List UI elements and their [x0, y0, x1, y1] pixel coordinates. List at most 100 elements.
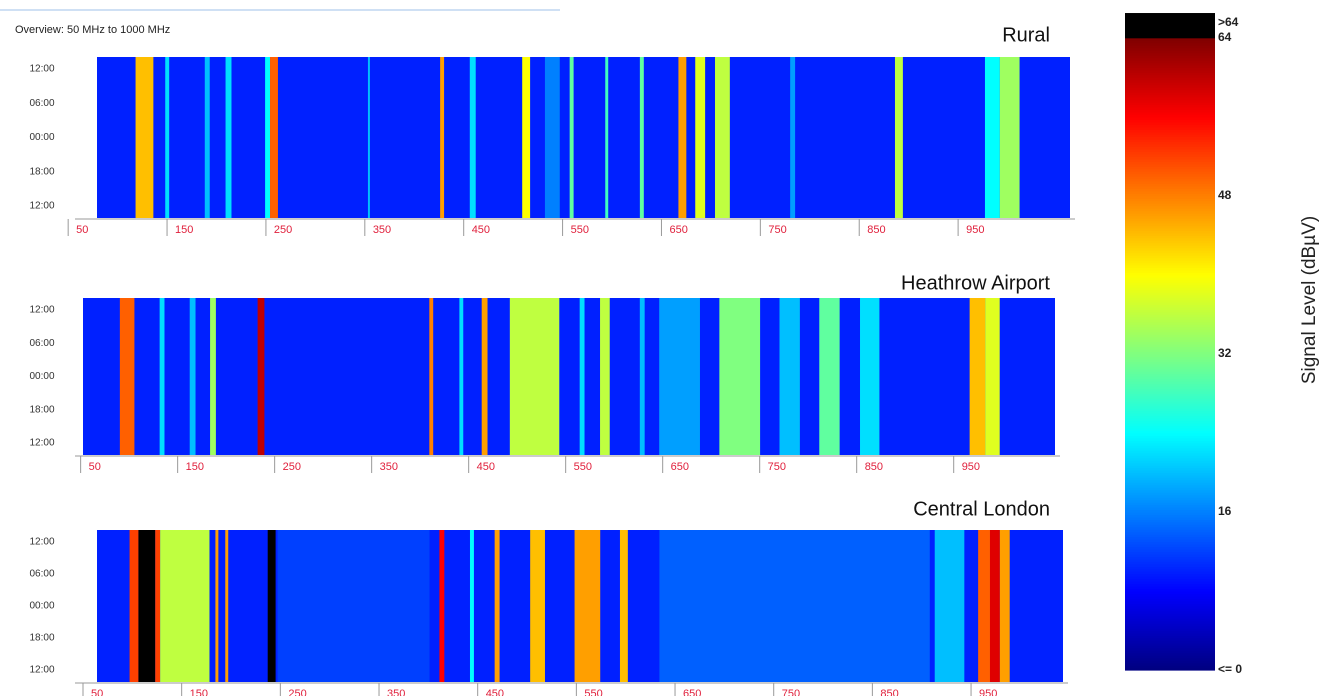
signal-band: [189, 298, 196, 455]
colorbar-step: [1125, 497, 1215, 501]
colorbar-step: [1125, 334, 1215, 338]
time-label: 00:00: [29, 601, 54, 612]
colorbar-step: [1125, 178, 1215, 182]
colorbar-step: [1125, 568, 1215, 572]
colorbar-step: [1125, 516, 1215, 520]
signal-band: [934, 530, 965, 682]
colorbar-step: [1125, 588, 1215, 592]
colorbar-step: [1125, 316, 1215, 320]
colorbar-step: [1125, 408, 1215, 412]
colorbar-step: [1125, 465, 1215, 469]
colorbar-step: [1125, 492, 1215, 496]
colorbar-step: [1125, 423, 1215, 427]
time-label: 06:00: [29, 338, 54, 349]
colorbar-step: [1125, 92, 1215, 96]
colorbar-step: [1125, 373, 1215, 377]
colorbar-step: [1125, 578, 1215, 582]
signal-band: [522, 57, 531, 218]
colorbar-step: [1125, 255, 1215, 259]
colorbar-step: [1125, 269, 1215, 273]
colorbar-step: [1125, 378, 1215, 382]
x-tick-label: 450: [472, 224, 490, 236]
signal-band: [894, 57, 903, 218]
colorbar-step: [1125, 15, 1215, 19]
colorbar-step: [1125, 301, 1215, 306]
colorbar-step: [1125, 306, 1215, 311]
colorbar-step: [1125, 645, 1215, 649]
colorbar-step: [1125, 114, 1215, 118]
colorbar-step: [1125, 32, 1215, 36]
colorbar-step: [1125, 655, 1215, 659]
signal-band: [790, 57, 796, 218]
colorbar-step: [1125, 156, 1215, 160]
colorbar-step: [1125, 45, 1215, 49]
colorbar-step: [1125, 264, 1215, 269]
colorbar-step: [1125, 277, 1215, 281]
colorbar-step: [1125, 509, 1215, 513]
colorbar-step: [1125, 163, 1215, 167]
colorbar-step: [1125, 213, 1215, 217]
signal-band: [605, 57, 609, 218]
panel-title: Heathrow Airport: [901, 272, 1050, 294]
colorbar-step: [1125, 558, 1215, 562]
colorbar-step: [1125, 106, 1215, 110]
signal-band: [984, 57, 1000, 218]
x-tick-label: 950: [979, 688, 997, 696]
signal-band: [165, 57, 170, 218]
signal-band: [469, 530, 474, 682]
colorbar-step: [1125, 257, 1215, 261]
signal-band: [639, 298, 645, 455]
colorbar-step: [1125, 615, 1215, 619]
signal-band: [481, 298, 488, 455]
colorbar-step: [1125, 435, 1215, 439]
colorbar-step: [1125, 400, 1215, 404]
colorbar-step: [1125, 430, 1215, 434]
x-tick-label: 50: [76, 224, 88, 236]
time-label: 12:00: [29, 665, 54, 676]
signal-band: [860, 298, 880, 455]
colorbar-step: [1125, 109, 1215, 113]
colorbar-step: [1125, 460, 1215, 464]
colorbar-step: [1125, 561, 1215, 565]
time-label: 06:00: [29, 569, 54, 580]
colorbar-step: [1125, 22, 1215, 26]
signal-band: [160, 530, 210, 682]
colorbar-step: [1125, 371, 1215, 375]
colorbar-step: [1125, 553, 1215, 557]
colorbar-step: [1125, 514, 1215, 518]
colorbar-step: [1125, 176, 1215, 180]
colorbar-step: [1125, 343, 1215, 348]
signal-band: [579, 298, 585, 455]
colorbar-step: [1125, 647, 1215, 651]
x-tick-label: 250: [274, 224, 292, 236]
colorbar-step: [1125, 299, 1215, 303]
colorbar-step: [1125, 227, 1215, 231]
colorbar-step: [1125, 218, 1215, 222]
colorbar-step: [1125, 598, 1215, 602]
colorbar-step: [1125, 494, 1215, 498]
colorbar-step: [1125, 74, 1215, 78]
colorbar-step: [1125, 153, 1215, 157]
signal-band: [135, 57, 154, 218]
colorbar-step: [1125, 220, 1215, 224]
signal-band: [215, 530, 219, 682]
colorbar-step: [1125, 403, 1215, 407]
colorbar-step: [1125, 331, 1215, 335]
time-label: 12:00: [29, 64, 54, 75]
signal-band: [530, 530, 545, 682]
colorbar-step: [1125, 193, 1215, 197]
colorbar-step: [1125, 474, 1215, 478]
colorbar-step: [1125, 200, 1215, 204]
colorbar-step: [1125, 442, 1215, 446]
colorbar-step: [1125, 62, 1215, 66]
colorbar-step: [1125, 608, 1215, 612]
x-tick-label: 450: [486, 688, 504, 696]
signal-band: [210, 298, 216, 455]
colorbar-step: [1125, 143, 1215, 147]
colorbar-step: [1125, 84, 1215, 88]
colorbar-step: [1125, 138, 1215, 143]
colorbar-step: [1125, 452, 1215, 456]
signal-band: [978, 530, 990, 682]
colorbar-step: [1125, 484, 1215, 488]
time-label: 18:00: [29, 166, 54, 177]
